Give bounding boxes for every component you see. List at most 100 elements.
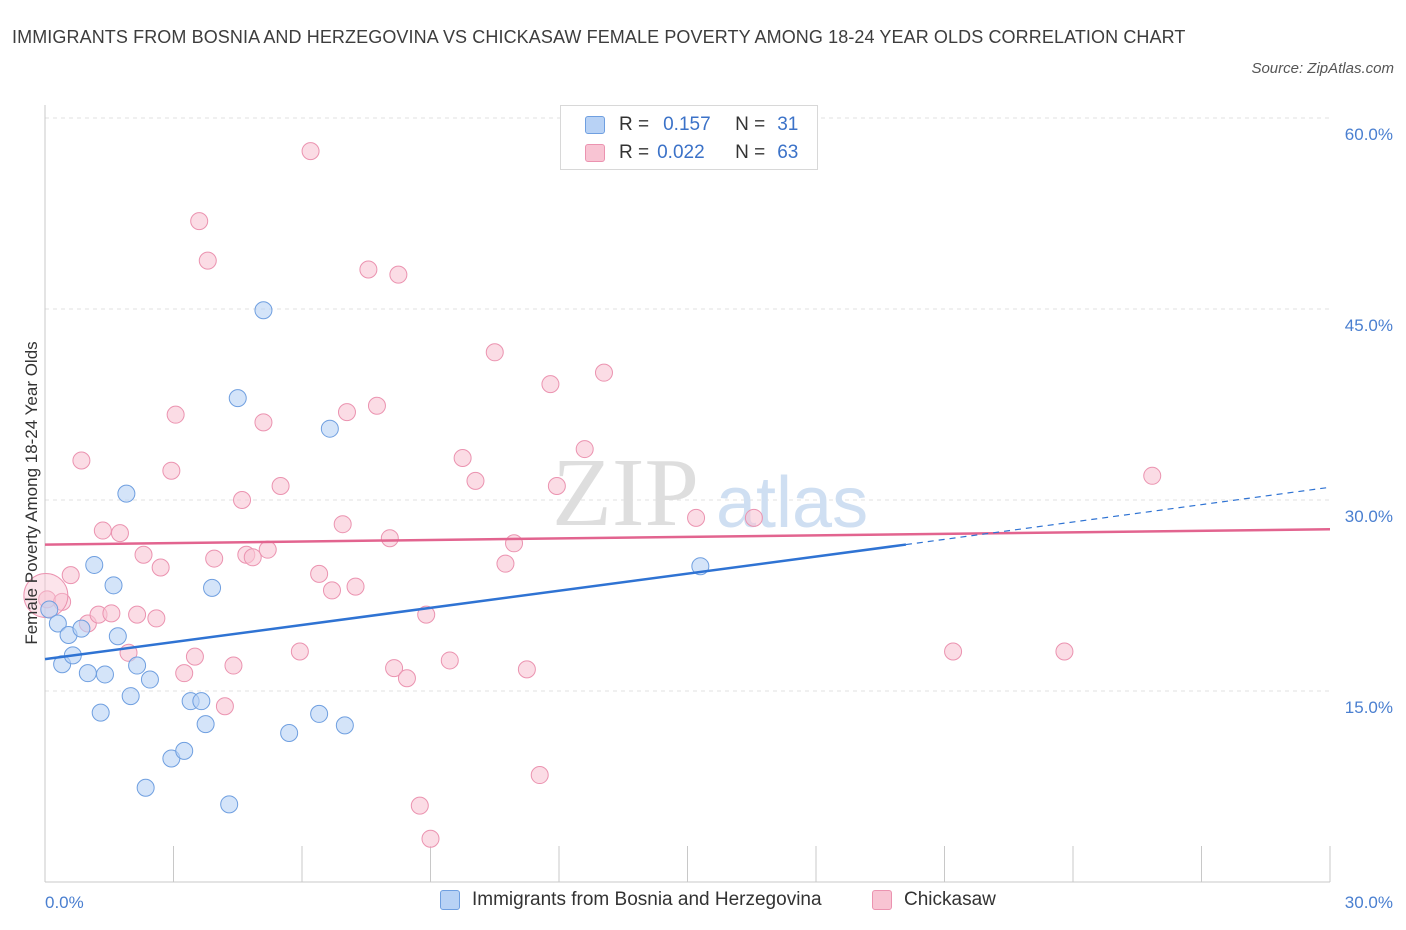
- bosnia-point: [108, 627, 127, 646]
- chickasaw-point: [380, 529, 399, 548]
- legend-swatch-blue: [440, 890, 460, 910]
- bosnia-point: [140, 670, 159, 689]
- chickasaw-point: [410, 796, 429, 815]
- y-axis-label: Female Poverty Among 18-24 Year Olds: [22, 341, 41, 644]
- chickasaw-point: [254, 413, 273, 432]
- chickasaw-point: [385, 659, 404, 678]
- chickasaw-point: [102, 604, 121, 623]
- chickasaw-trend-line: [44, 528, 1331, 546]
- bosnia-point: [220, 795, 239, 814]
- bosnia-point: [196, 715, 215, 734]
- y-tick-label: 60.0%: [1345, 125, 1393, 144]
- chickasaw-point: [185, 647, 204, 666]
- series-legend: Immigrants from Bosnia and Herzegovina C…: [0, 889, 1406, 915]
- legend-swatch-blue: [585, 116, 605, 134]
- bosnia-point: [85, 555, 104, 574]
- chickasaw-point: [466, 471, 485, 490]
- bosnia-point: [72, 619, 91, 638]
- chickasaw-point: [744, 508, 763, 527]
- legend-r-value-chickasaw: 0.022: [657, 142, 705, 163]
- watermark-atlas: atlas: [716, 463, 868, 543]
- chickasaw-point: [322, 581, 341, 600]
- chickasaw-point: [290, 642, 309, 661]
- legend-row-chickasaw: R = 0.022 N = 63: [585, 141, 798, 165]
- chickasaw-point: [162, 461, 181, 480]
- chickasaw-points: [23, 142, 1162, 848]
- bosnia-point: [335, 716, 354, 735]
- legend-n-value-chickasaw: 63: [777, 142, 799, 163]
- bosnia-point: [254, 301, 273, 320]
- chickasaw-point: [485, 343, 504, 362]
- chickasaw-point: [175, 664, 194, 683]
- bosnia-point: [228, 389, 247, 408]
- bosnia-point: [121, 687, 140, 706]
- chickasaw-point: [547, 476, 566, 495]
- chickasaw-point: [93, 521, 112, 540]
- chickasaw-point: [224, 656, 243, 675]
- bosnia-point: [310, 704, 329, 723]
- bosnia-point: [203, 578, 222, 597]
- bosnia-point: [117, 484, 136, 503]
- chickasaw-point: [233, 491, 252, 509]
- bosnia-point: [128, 656, 147, 675]
- legend-r-value-bosnia: 0.157: [663, 114, 711, 135]
- chickasaw-point: [310, 564, 329, 583]
- chickasaw-point: [389, 265, 408, 284]
- chickasaw-point: [301, 142, 320, 161]
- watermark-zip: ZIP: [552, 439, 699, 547]
- chickasaw-point: [944, 642, 963, 661]
- chickasaw-point: [505, 534, 524, 553]
- legend-row-bosnia: R = 0.157 N = 31: [585, 113, 798, 137]
- y-tick-labels: 15.0% 30.0% 45.0% 60.0%: [1345, 125, 1393, 717]
- bosnia-trend-line: [44, 543, 907, 661]
- chickasaw-point: [687, 508, 706, 527]
- chickasaw-point: [151, 558, 170, 577]
- bosnia-trend-extension: [905, 486, 1331, 546]
- chickasaw-point: [72, 451, 91, 470]
- legend-r-label: R =: [619, 142, 650, 163]
- x-tick-label: 30.0%: [1345, 893, 1393, 912]
- chickasaw-point: [110, 524, 129, 543]
- bosnia-point: [175, 741, 194, 760]
- chickasaw-point: [1143, 466, 1162, 485]
- x-tick-labels: 0.0% 30.0%: [45, 893, 1393, 912]
- bosnia-point: [91, 703, 110, 722]
- chickasaw-point: [421, 829, 440, 848]
- legend-item-bosnia[interactable]: Immigrants from Bosnia and Herzegovina: [440, 889, 822, 911]
- legend-swatch-pink: [585, 144, 605, 162]
- chickasaw-point: [190, 212, 209, 231]
- bosnia-point: [40, 600, 59, 619]
- chickasaw-point: [594, 363, 613, 382]
- chickasaw-point: [198, 251, 217, 270]
- chickasaw-point: [166, 405, 185, 424]
- legend-label-chickasaw: Chickasaw: [904, 889, 996, 910]
- x-tick-label: 0.0%: [45, 893, 84, 912]
- legend-item-chickasaw[interactable]: Chickasaw: [872, 889, 996, 911]
- legend-label-bosnia: Immigrants from Bosnia and Herzegovina: [472, 889, 822, 910]
- chickasaw-point: [359, 260, 378, 279]
- chickasaw-point: [134, 545, 153, 564]
- chickasaw-point: [530, 766, 549, 785]
- chickasaw-point: [271, 476, 290, 495]
- bosnia-points: [40, 301, 710, 814]
- chickasaw-point: [517, 660, 536, 679]
- chickasaw-point: [367, 396, 386, 415]
- bosnia-point: [320, 419, 339, 438]
- y-tick-label: 15.0%: [1345, 698, 1393, 717]
- bosnia-point: [136, 778, 155, 797]
- chickasaw-point: [417, 605, 436, 624]
- bosnia-point: [104, 576, 123, 595]
- chickasaw-point: [453, 448, 472, 467]
- chickasaw-point: [397, 669, 416, 688]
- chickasaw-point: [61, 566, 80, 585]
- legend-swatch-pink: [872, 890, 892, 910]
- chickasaw-point: [205, 549, 224, 568]
- bosnia-point: [280, 724, 299, 743]
- chickasaw-point: [243, 548, 262, 567]
- chickasaw-point: [440, 651, 459, 670]
- chickasaw-point: [333, 515, 352, 534]
- legend-r-label: R =: [619, 114, 650, 135]
- legend-n-label: N =: [735, 142, 766, 163]
- chart-title: IMMIGRANTS FROM BOSNIA AND HERZEGOVINA V…: [12, 27, 1186, 47]
